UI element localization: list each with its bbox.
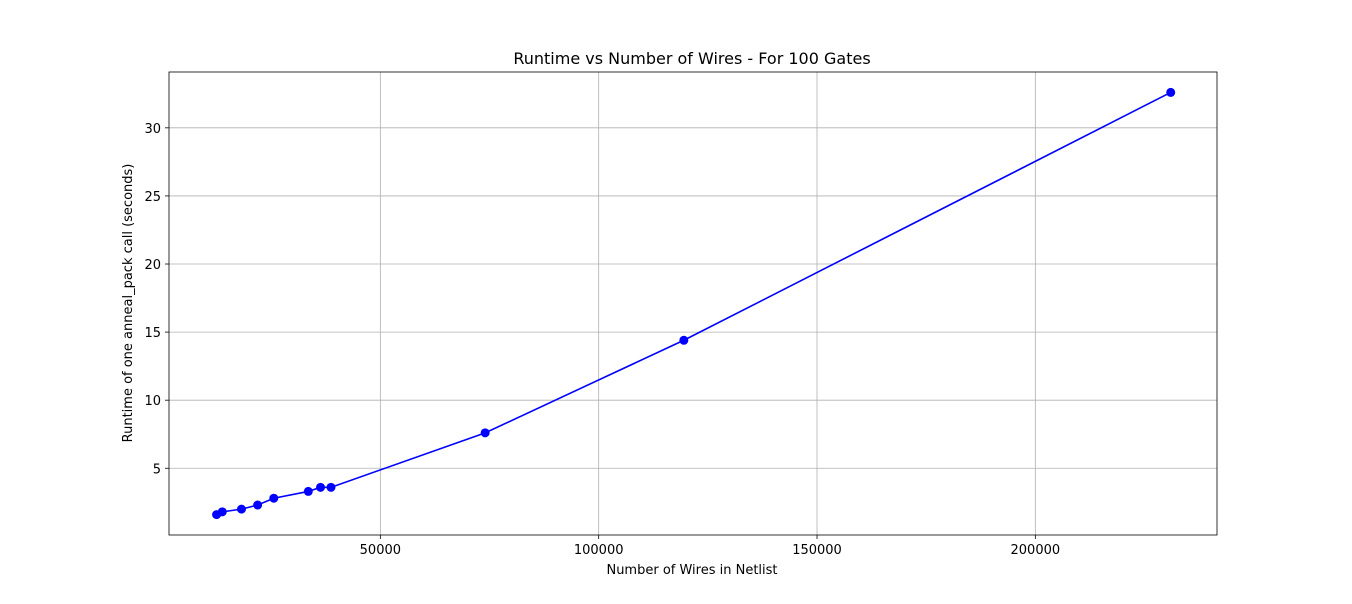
data-point bbox=[303, 486, 313, 496]
y-tick-label: 10 bbox=[144, 394, 161, 409]
y-tick-label: 20 bbox=[144, 258, 161, 273]
grid bbox=[169, 72, 1217, 535]
data-point bbox=[316, 482, 326, 492]
data-point bbox=[480, 428, 490, 438]
series-layer bbox=[212, 87, 1176, 520]
data-point bbox=[1166, 87, 1176, 97]
y-tick-label: 30 bbox=[144, 122, 161, 137]
plot-frame bbox=[168, 71, 1218, 536]
data-point bbox=[326, 482, 336, 492]
x-tick-label: 200000 bbox=[1011, 543, 1061, 558]
data-point bbox=[217, 507, 227, 517]
x-tick-label: 150000 bbox=[792, 543, 842, 558]
axes: 50000 100000 150000 200000 5 10 15 20 25 30 bbox=[144, 71, 1218, 558]
data-point bbox=[236, 504, 246, 514]
chart-title: Runtime vs Number of Wires - For 100 Gat… bbox=[513, 49, 870, 68]
x-axis-label: Number of Wires in Netlist bbox=[606, 563, 777, 578]
x-tick-label: 100000 bbox=[574, 543, 624, 558]
data-point bbox=[269, 493, 279, 503]
x-tick-label: 50000 bbox=[360, 543, 401, 558]
y-tick-label: 5 bbox=[153, 462, 161, 477]
data-point bbox=[253, 500, 263, 510]
y-tick-label: 15 bbox=[144, 326, 161, 341]
series-line bbox=[216, 91, 1172, 516]
data-point bbox=[679, 335, 689, 345]
y-tick-label: 25 bbox=[144, 190, 161, 205]
y-axis-label: Runtime of one anneal_pack call (seconds… bbox=[121, 164, 136, 443]
